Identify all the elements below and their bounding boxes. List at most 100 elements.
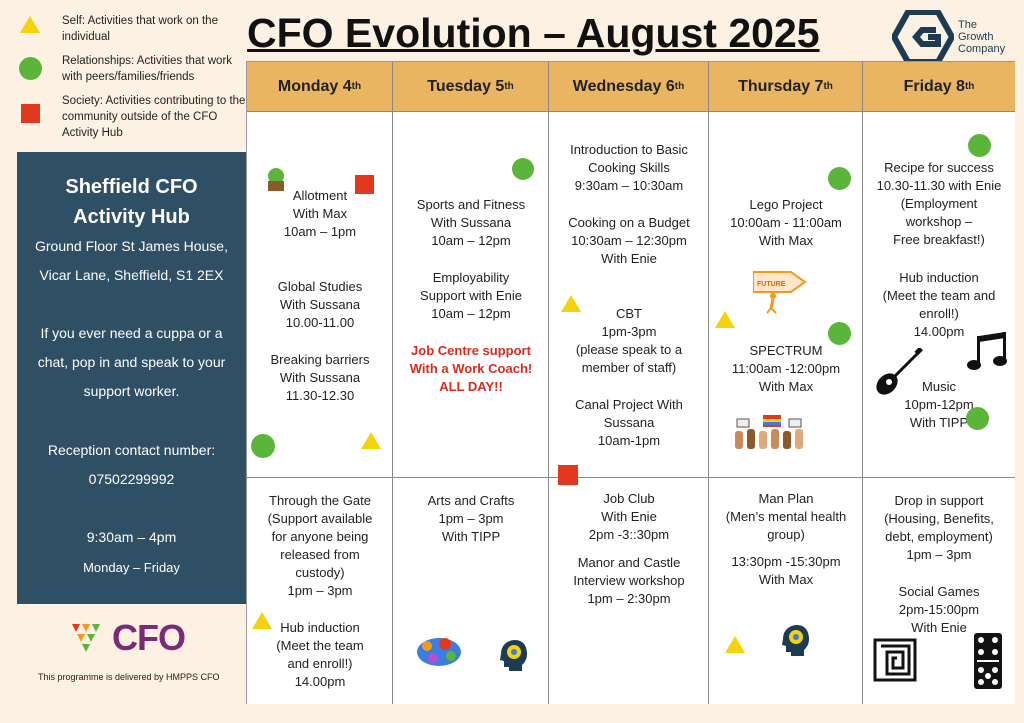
legend-self: Self: Activities that work on the indivi… <box>62 15 218 43</box>
cell-friday-pm: Drop in support (Housing, Benefits, debt… <box>863 478 1015 704</box>
activity-lego-project: Lego Project 10:00am - 11:00am With Max <box>730 197 842 248</box>
activity-cbt: CBT 1pm-3pm (please speak to a member of… <box>575 306 683 375</box>
relationships-circle-icon <box>968 134 991 157</box>
brand-line-3: Company <box>958 43 1006 55</box>
footer-text: This programme is delivered by HMPPS CFO <box>38 672 220 682</box>
activity-allotment: Allotment With Max 10am – 1pm <box>283 188 357 239</box>
reception-label: Reception contact number: <box>47 442 216 458</box>
relationships-circle-icon <box>512 158 534 180</box>
day-name: Thursday 7 <box>738 77 824 95</box>
brand-line-2: Growth <box>958 31 994 43</box>
activity-through-the-gate: Through the Gate (Support available for … <box>267 493 373 598</box>
cell-tuesday-am: Sports and Fitness With Sussana 10am – 1… <box>393 112 549 478</box>
hub-hours: 9:30am – 4pm <box>86 529 177 545</box>
future-sign-icon: FUTURE <box>753 271 807 314</box>
relationships-circle-icon <box>966 407 989 430</box>
activity-drop-in-support: Drop in support (Housing, Benefits, debt… <box>884 493 994 562</box>
cfo-chevrons-icon <box>72 624 100 652</box>
activity-canal-project: Canal Project With Sussana 10am-1pm <box>575 397 683 448</box>
music-note-icon <box>967 332 1007 370</box>
legend-relationships: Relationships: Activities that work with… <box>62 55 233 83</box>
day-suffix: th <box>823 81 833 92</box>
day-name: Tuesday 5 <box>427 77 505 95</box>
maze-icon <box>873 638 917 682</box>
day-name: Wednesday 6 <box>572 77 675 95</box>
hub-cuppa-line-3: support worker. <box>83 383 180 399</box>
activity-hub-induction: Hub induction (Meet the team and enroll!… <box>882 270 996 339</box>
activity-global-studies: Global Studies With Sussana 10.00-11.00 <box>277 279 363 330</box>
legend-society: Society: Activities contributing to the … <box>62 95 246 139</box>
cell-wednesday-pm: Job Club With Enie 2pm -3::30pm Manor an… <box>549 478 709 704</box>
reception-number: 07502299992 <box>88 471 175 487</box>
society-square-icon <box>21 104 40 123</box>
hub-address-line-2: Vicar Lane, Sheffield, S1 2EX <box>39 267 224 283</box>
self-triangle-icon <box>252 612 272 629</box>
cell-thursday-am: Lego Project 10:00am - 11:00am With Max … <box>709 112 863 478</box>
relationships-circle-icon <box>251 434 275 458</box>
hub-address-line-1: Ground Floor St James House, <box>35 238 228 254</box>
activity-hub-induction: Hub induction (Meet the team and enroll!… <box>276 620 364 689</box>
relationships-circle-icon <box>828 167 851 190</box>
self-triangle-icon <box>361 432 381 449</box>
activity-man-plan-time: 13:30pm -15:30pm With Max <box>731 554 841 587</box>
brand-line-1: The <box>958 19 977 31</box>
society-square-icon <box>558 465 578 485</box>
activity-basic-cooking: Introduction to Basic Cooking Skills 9:3… <box>570 142 688 193</box>
self-triangle-icon <box>561 295 581 312</box>
cell-wednesday-am: Introduction to Basic Cooking Skills 9:3… <box>549 112 709 478</box>
self-triangle-icon <box>725 636 745 653</box>
day-suffix: th <box>964 81 975 92</box>
activity-man-plan: Man Plan (Men’s mental health group) <box>725 491 847 542</box>
activity-job-centre: Job Centre support With a Work Coach! AL… <box>409 343 533 394</box>
activity-breaking-barriers: Breaking barriers With Sussana 11.30-12.… <box>270 352 370 403</box>
brain-head-icon <box>500 640 527 671</box>
plant-pot-icon <box>268 168 284 191</box>
activity-spectrum: SPECTRUM 11:00am -12:00pm With Max <box>731 343 841 394</box>
hub-name: Sheffield CFO Activity Hub <box>17 172 246 232</box>
hub-cuppa-line-2: chat, pop in and speak to your <box>37 354 226 370</box>
future-sign-text: FUTURE <box>757 281 786 288</box>
activity-interview-workshop: Manor and Castle Interview workshop 1pm … <box>573 555 685 606</box>
cell-tuesday-pm: Arts and Crafts 1pm – 3pm With TIPP <box>393 478 549 704</box>
hub-cuppa-text: If you ever need a cuppa or a chat, pop … <box>23 319 240 406</box>
self-triangle-icon <box>20 16 40 33</box>
relationships-circle-icon <box>19 57 42 80</box>
hub-cuppa-line-1: If you ever need a cuppa or a <box>40 325 223 341</box>
activity-arts-crafts: Arts and Crafts 1pm – 3pm With TIPP <box>427 493 515 544</box>
coral-art-icon <box>417 638 461 666</box>
cfo-logo: CFO <box>112 617 186 658</box>
society-square-icon <box>355 175 374 194</box>
day-suffix: th <box>674 81 685 92</box>
guitar-icon <box>876 348 923 395</box>
hub-days: Monday – Friday <box>83 560 180 575</box>
activity-employability: Employability Support with Enie 10am – 1… <box>420 270 522 321</box>
day-suffix: th <box>351 81 362 92</box>
activity-cooking-budget: Cooking on a Budget 10:30am – 12:30pm Wi… <box>568 215 690 266</box>
activity-social-games: Social Games 2pm-15:00pm With Enie <box>898 584 980 635</box>
self-triangle-icon <box>715 311 735 328</box>
cell-thursday-pm: Man Plan (Men’s mental health group) 13:… <box>709 478 863 704</box>
hub-name-line-2: Activity Hub <box>73 206 190 228</box>
activity-recipe-success: Recipe for success 10.30-11.30 with Enie… <box>876 160 1002 247</box>
hub-address: Ground Floor St James House, Vicar Lane,… <box>23 232 240 290</box>
activity-job-club: Job Club With Enie 2pm -3::30pm <box>588 491 670 542</box>
growth-company-logo-icon <box>892 10 954 64</box>
domino-icon <box>974 633 1002 689</box>
cell-monday-am: Allotment With Max 10am – 1pm Global Stu… <box>247 112 393 478</box>
activity-music: Music 10pm-12pm With TIPP <box>904 379 974 430</box>
page-title: CFO Evolution – August 2025 <box>247 10 820 56</box>
day-suffix: th <box>504 81 514 92</box>
day-name: Monday 4 <box>277 77 352 95</box>
day-name: Friday 8 <box>903 77 965 95</box>
relationships-circle-icon <box>828 322 851 345</box>
hub-info-panel: Sheffield CFO Activity Hub Ground Floor … <box>17 152 246 604</box>
growth-company-text: The Growth Company <box>958 19 1005 55</box>
brain-head-icon <box>782 625 809 656</box>
protest-hands-icon <box>735 415 803 449</box>
